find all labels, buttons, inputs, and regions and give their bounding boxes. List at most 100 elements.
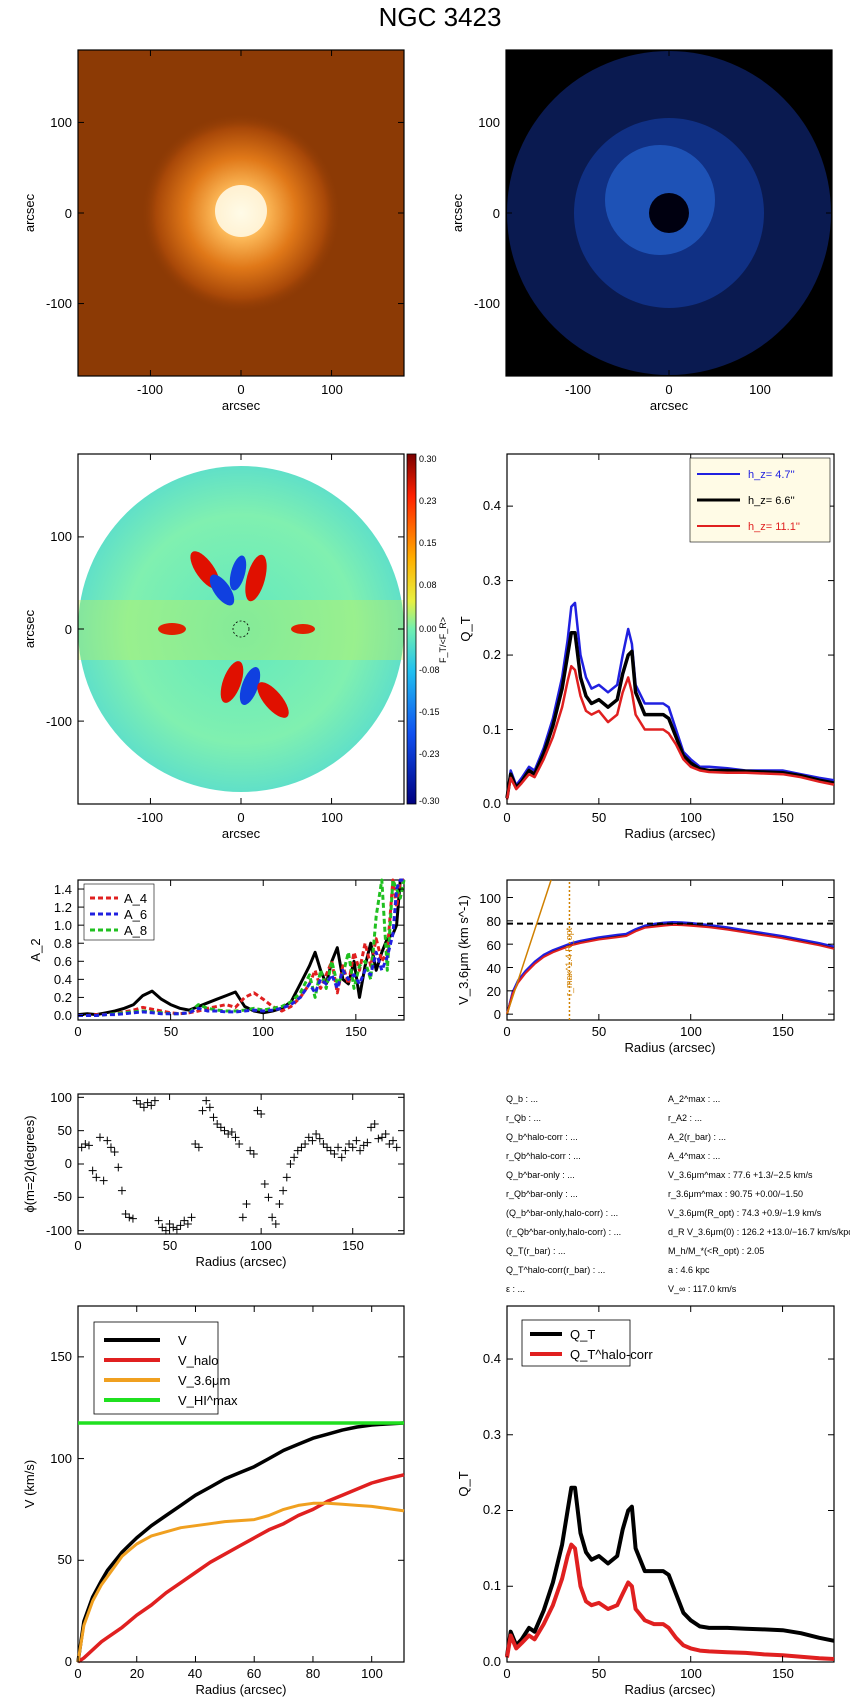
phase-point [271, 1220, 280, 1228]
colorbar-tick-label: -0.30 [419, 796, 440, 806]
phase-point [257, 1110, 266, 1118]
series-line [505, 664, 835, 800]
tick-label: 0.4 [54, 972, 72, 987]
legend: V V_halo V_3.6μm V_HI^max [93, 1321, 238, 1415]
info-right-line: A_2^max : ... [668, 1094, 720, 1104]
force-lobe-red [220, 661, 244, 703]
colorbar [406, 453, 417, 805]
phase-point [202, 1096, 211, 1105]
tick-label: 20 [130, 1666, 144, 1681]
tick-label: 50 [592, 1024, 606, 1039]
force-lobe-blue [239, 667, 261, 705]
tick-label: 100 [252, 1024, 274, 1039]
force-map-disk [78, 466, 404, 792]
phase-point [205, 1103, 214, 1112]
phase-point [341, 1146, 350, 1155]
phase-point [117, 1186, 126, 1195]
panel-qt-vs-radius: 0 50 100 150 0.0 0.1 0.2 0.3 0.4 Radius … [458, 453, 835, 841]
phase-point [216, 1123, 225, 1132]
phase-point [125, 1213, 134, 1222]
colorbar-tick-label: -0.08 [419, 665, 440, 675]
phase-point [187, 1213, 196, 1222]
legend-label: Q_T [570, 1327, 595, 1342]
phase-point [385, 1140, 394, 1148]
series-line [505, 1542, 835, 1661]
phase-points [77, 1096, 401, 1235]
phase-point [128, 1214, 137, 1223]
legend-label: V_3.6μm [178, 1373, 230, 1388]
tick-label: 50 [58, 1123, 72, 1138]
phase-point [172, 1225, 181, 1234]
info-right-line: A_2(r_bar) : ... [668, 1132, 726, 1142]
phase-point [249, 1150, 258, 1158]
tick-label: 0.8 [54, 936, 72, 951]
legend-label: h_z= 6.6'' [748, 495, 795, 507]
tick-label: 0.1 [483, 722, 501, 737]
phase-point [136, 1100, 145, 1108]
phase-point [260, 1180, 269, 1188]
phase-point [92, 1173, 101, 1182]
info-left-line: r_Qb^bar-only : ... [506, 1189, 578, 1199]
info-right-line: V_∞ : 117.0 km/s [668, 1284, 737, 1294]
phase-point [297, 1143, 306, 1152]
legend-label: V_halo [178, 1353, 218, 1368]
series-line [77, 1473, 405, 1664]
phase-point [242, 1200, 251, 1208]
tick-label: 60 [487, 938, 501, 953]
phase-point [337, 1153, 346, 1162]
phase-point [389, 1136, 398, 1145]
panel-bar-phase: 0 50 100 150 -100 -50 0 50 100 Radius (a… [22, 1090, 405, 1269]
tick-label: 1.2 [54, 900, 72, 915]
phase-point [304, 1133, 313, 1142]
info-right-column: A_2^max : ... r_A2 : ... A_2(r_bar) : ... A… [668, 1094, 850, 1294]
tick-label: 100 [749, 382, 771, 397]
info-left-line: ε : ... [506, 1284, 525, 1294]
phase-point [147, 1101, 156, 1110]
phase-point [301, 1140, 310, 1148]
phase-point [275, 1200, 284, 1208]
tick-label: 100 [50, 529, 72, 544]
series-line [506, 923, 835, 1015]
amplitude-series [77, 878, 406, 1017]
legend: Q_T Q_T^halo-corr [521, 1319, 653, 1367]
phase-point [110, 1148, 119, 1156]
phase-point [238, 1213, 247, 1222]
phase-point [293, 1146, 302, 1155]
tick-label: 50 [58, 1552, 72, 1567]
info-left-line: (r_Qb^bar-only,halo-corr) : ... [506, 1227, 621, 1237]
force-lobe-blue [209, 574, 235, 606]
legend-box [521, 1319, 631, 1367]
info-right-line: M_h/M_*(<R_opt) : 2.05 [668, 1246, 764, 1256]
tick-label: 0.4 [483, 498, 501, 513]
y-axis-label: A_2 [28, 938, 43, 961]
tick-label: 100 [321, 382, 343, 397]
panel-rotation-curve-36: 0 50 100 150 0 20 40 60 80 100 Radius (a… [456, 879, 835, 1055]
y-axis-label: V (km/s) [22, 1460, 37, 1508]
panel-galaxy-image: -100 0 100 -100 0 100 arcsec arcsec [22, 49, 405, 413]
info-left-line: r_Qb : ... [506, 1113, 541, 1123]
phase-point [81, 1140, 90, 1148]
phase-point [315, 1134, 324, 1143]
y-axis-label: V_3.6μm (km s^-1) [456, 895, 471, 1005]
force-lobe-red [245, 554, 267, 602]
tick-label: 0.2 [483, 1502, 501, 1517]
force-map-center-marker [232, 620, 250, 638]
force-lobe-red [257, 682, 289, 718]
x-axis-label: Radius (arcsec) [195, 1682, 286, 1697]
phase-point [191, 1140, 200, 1148]
qt-halo-series [505, 1485, 835, 1661]
force-lobe-blue [229, 555, 247, 591]
tick-label: 100 [361, 1666, 383, 1681]
tick-label: 150 [772, 810, 794, 825]
tick-label: 0 [65, 1654, 72, 1669]
tick-label: 150 [772, 1666, 794, 1681]
tick-label: 0 [74, 1024, 81, 1039]
tick-label: 0 [494, 1007, 501, 1022]
tick-label: -100 [565, 382, 591, 397]
phase-point [319, 1140, 328, 1148]
tick-label: 80 [487, 914, 501, 929]
info-right-line: r_A2 : ... [668, 1113, 702, 1123]
phase-point [312, 1130, 321, 1138]
phase-point [381, 1130, 390, 1138]
tick-label: 0 [65, 622, 72, 637]
